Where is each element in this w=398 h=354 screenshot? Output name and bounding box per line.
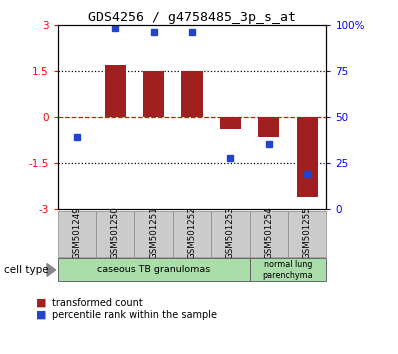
Title: GDS4256 / g4758485_3p_s_at: GDS4256 / g4758485_3p_s_at: [88, 11, 296, 24]
Bar: [258, 117, 279, 137]
Bar: [143, 71, 164, 117]
Text: transformed count: transformed count: [52, 298, 142, 308]
Text: GSM501250: GSM501250: [111, 206, 120, 259]
Bar: [297, 117, 318, 196]
Bar: [288, 211, 326, 257]
Bar: [220, 117, 241, 129]
Text: normal lung
parenchyma: normal lung parenchyma: [263, 260, 313, 280]
Bar: [105, 65, 126, 117]
Text: GSM501254: GSM501254: [264, 206, 273, 259]
Bar: [211, 211, 250, 257]
Text: GSM501249: GSM501249: [72, 206, 82, 259]
Bar: [58, 258, 250, 281]
Bar: [58, 211, 96, 257]
Bar: [96, 211, 135, 257]
Text: percentile rank within the sample: percentile rank within the sample: [52, 310, 217, 320]
Text: GSM501252: GSM501252: [187, 206, 197, 259]
Text: caseous TB granulomas: caseous TB granulomas: [97, 266, 210, 274]
Bar: [135, 211, 173, 257]
Text: ■: ■: [36, 298, 46, 308]
Text: GSM501255: GSM501255: [302, 206, 312, 259]
Text: ■: ■: [36, 310, 46, 320]
Text: GSM501251: GSM501251: [149, 206, 158, 259]
Bar: [173, 211, 211, 257]
Bar: [250, 211, 288, 257]
Polygon shape: [47, 263, 56, 276]
Bar: [181, 71, 203, 117]
Bar: [250, 258, 326, 281]
Text: cell type: cell type: [4, 265, 49, 275]
Text: GSM501253: GSM501253: [226, 206, 235, 259]
